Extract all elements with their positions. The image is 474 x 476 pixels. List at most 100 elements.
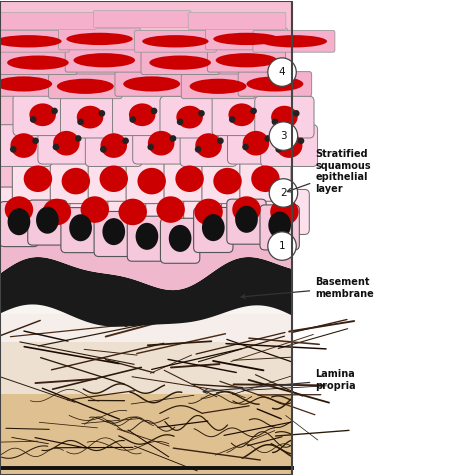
FancyBboxPatch shape xyxy=(221,187,271,232)
FancyBboxPatch shape xyxy=(184,189,233,235)
Circle shape xyxy=(30,116,36,123)
Circle shape xyxy=(242,144,249,150)
Ellipse shape xyxy=(246,76,303,91)
FancyBboxPatch shape xyxy=(228,122,284,164)
Ellipse shape xyxy=(24,166,52,192)
Ellipse shape xyxy=(213,33,280,45)
FancyBboxPatch shape xyxy=(259,189,309,235)
Ellipse shape xyxy=(142,35,209,48)
Circle shape xyxy=(100,146,107,153)
Circle shape xyxy=(177,119,183,125)
Ellipse shape xyxy=(43,198,71,225)
Ellipse shape xyxy=(62,168,90,194)
FancyBboxPatch shape xyxy=(202,159,253,204)
Ellipse shape xyxy=(81,196,109,223)
Circle shape xyxy=(51,108,58,114)
FancyBboxPatch shape xyxy=(0,12,96,30)
FancyBboxPatch shape xyxy=(240,156,291,201)
Text: 2: 2 xyxy=(280,188,287,198)
FancyBboxPatch shape xyxy=(205,28,287,50)
FancyBboxPatch shape xyxy=(48,74,122,99)
Circle shape xyxy=(217,138,224,144)
Ellipse shape xyxy=(276,133,302,158)
Bar xyxy=(0,314,292,342)
Polygon shape xyxy=(0,305,292,475)
Ellipse shape xyxy=(57,79,114,94)
Ellipse shape xyxy=(69,214,92,241)
Ellipse shape xyxy=(118,198,147,225)
Text: 1: 1 xyxy=(279,241,285,251)
Ellipse shape xyxy=(29,103,56,126)
Ellipse shape xyxy=(175,166,204,192)
Ellipse shape xyxy=(190,79,246,94)
Text: Basement
membrane: Basement membrane xyxy=(241,277,374,298)
Ellipse shape xyxy=(102,218,125,245)
Ellipse shape xyxy=(100,166,128,192)
Circle shape xyxy=(268,232,296,260)
Ellipse shape xyxy=(195,133,222,158)
Circle shape xyxy=(198,110,205,117)
Circle shape xyxy=(170,135,176,142)
Ellipse shape xyxy=(10,133,37,158)
Bar xyxy=(0,316,292,342)
Ellipse shape xyxy=(176,106,203,129)
Circle shape xyxy=(147,144,154,150)
Polygon shape xyxy=(0,1,292,259)
FancyBboxPatch shape xyxy=(207,49,285,72)
FancyBboxPatch shape xyxy=(181,74,255,99)
FancyBboxPatch shape xyxy=(70,187,119,232)
Ellipse shape xyxy=(194,198,223,225)
Circle shape xyxy=(195,146,201,153)
FancyBboxPatch shape xyxy=(253,30,335,52)
FancyBboxPatch shape xyxy=(261,125,318,167)
Bar xyxy=(0,1,292,475)
FancyBboxPatch shape xyxy=(160,218,200,263)
FancyBboxPatch shape xyxy=(126,159,177,204)
Ellipse shape xyxy=(213,168,242,194)
Ellipse shape xyxy=(169,225,191,252)
Text: 3: 3 xyxy=(280,131,287,141)
FancyBboxPatch shape xyxy=(65,49,143,72)
FancyBboxPatch shape xyxy=(112,94,172,136)
Text: 4: 4 xyxy=(279,67,285,77)
FancyBboxPatch shape xyxy=(38,122,95,164)
Ellipse shape xyxy=(7,56,69,69)
FancyBboxPatch shape xyxy=(141,51,219,74)
Text: Stratified
squamous
epithelial
layer: Stratified squamous epithelial layer xyxy=(287,149,371,194)
Circle shape xyxy=(298,138,304,144)
Ellipse shape xyxy=(261,35,327,48)
Ellipse shape xyxy=(271,106,298,129)
Bar xyxy=(0,371,292,475)
Ellipse shape xyxy=(123,76,180,91)
Circle shape xyxy=(264,135,271,142)
FancyBboxPatch shape xyxy=(85,125,142,167)
Ellipse shape xyxy=(235,206,258,233)
Ellipse shape xyxy=(53,131,80,156)
FancyBboxPatch shape xyxy=(61,208,100,253)
FancyBboxPatch shape xyxy=(238,71,311,96)
FancyBboxPatch shape xyxy=(94,211,133,257)
FancyBboxPatch shape xyxy=(27,200,67,245)
Ellipse shape xyxy=(0,76,52,91)
FancyBboxPatch shape xyxy=(108,189,157,235)
FancyBboxPatch shape xyxy=(164,156,215,201)
FancyBboxPatch shape xyxy=(193,208,233,252)
FancyBboxPatch shape xyxy=(0,30,69,52)
Ellipse shape xyxy=(136,223,158,250)
FancyBboxPatch shape xyxy=(227,199,266,244)
Polygon shape xyxy=(0,239,292,290)
Bar xyxy=(0,333,292,395)
Text: Lamina
propria: Lamina propria xyxy=(203,369,356,393)
FancyBboxPatch shape xyxy=(260,205,299,250)
Circle shape xyxy=(99,110,105,117)
Circle shape xyxy=(53,144,59,150)
Ellipse shape xyxy=(202,214,225,241)
FancyBboxPatch shape xyxy=(0,51,77,74)
FancyBboxPatch shape xyxy=(61,96,119,138)
FancyBboxPatch shape xyxy=(255,96,314,138)
Circle shape xyxy=(269,179,298,207)
Ellipse shape xyxy=(148,131,174,156)
FancyBboxPatch shape xyxy=(50,159,101,204)
Ellipse shape xyxy=(268,211,291,238)
Circle shape xyxy=(293,110,300,117)
